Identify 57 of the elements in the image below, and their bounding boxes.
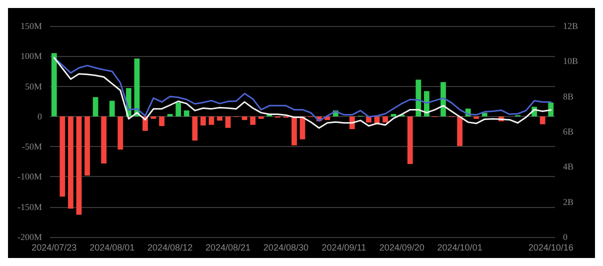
x-tick-label: 2024/08/01 <box>90 242 135 252</box>
bar <box>457 116 462 146</box>
bar <box>382 116 388 122</box>
bar <box>159 116 164 126</box>
bar <box>540 116 546 124</box>
bar <box>548 102 554 116</box>
bar <box>407 116 413 164</box>
y-tick-label: -200M <box>18 232 42 242</box>
y2-tick-label: 2B <box>563 196 574 207</box>
bar <box>292 116 297 146</box>
y2-tick-label: 8B <box>563 91 574 102</box>
bar <box>258 116 264 119</box>
bar <box>68 116 74 209</box>
bar <box>200 116 206 126</box>
bar <box>416 80 422 116</box>
x-tick-label: 2024/08/21 <box>205 242 251 252</box>
bar <box>176 102 182 116</box>
x-tick-label: 2024/09/11 <box>322 242 366 252</box>
y2-tick-label: 4B <box>563 162 574 172</box>
y-tick-label: 0 <box>38 111 42 122</box>
y2-tick-label: 0 <box>563 232 568 242</box>
x-tick-label: 2024/08/30 <box>263 242 308 252</box>
bar <box>92 97 98 116</box>
bar <box>101 116 106 164</box>
bar <box>440 82 446 116</box>
x-tick-label: 2024/10/01 <box>437 242 482 252</box>
bar <box>60 116 66 197</box>
x-tick-label: 2024/08/12 <box>148 242 193 252</box>
y2-tick-label: 10B <box>563 56 578 66</box>
y-tick-label: -150M <box>18 202 42 212</box>
bar <box>51 53 57 116</box>
y2-tick-label: 6B <box>563 126 574 136</box>
bar <box>184 110 190 116</box>
bar <box>208 116 214 125</box>
y-tick-label: 150M <box>20 21 42 31</box>
x-tick-label: 2024/07/23 <box>32 242 77 252</box>
x-tick-label: 2024/09/20 <box>379 242 424 252</box>
bar <box>225 116 231 128</box>
bar <box>366 116 372 122</box>
bar <box>474 116 480 119</box>
y-tick-label: -50M <box>22 142 42 152</box>
bar <box>76 116 82 215</box>
x-tick-label: 2024/10/16 <box>528 242 574 252</box>
y-tick-label: 100M <box>20 51 42 62</box>
bar <box>109 100 115 116</box>
bar <box>250 116 256 125</box>
bar <box>482 112 488 116</box>
bar <box>84 116 90 176</box>
y-tick-label: 50M <box>24 81 42 92</box>
bar <box>150 116 156 119</box>
bar <box>134 58 140 116</box>
bar <box>192 116 198 141</box>
bar <box>242 116 248 120</box>
y2-tick-label: 12B <box>563 21 578 31</box>
bar <box>217 116 222 121</box>
y-tick-label: -100M <box>18 172 42 182</box>
bar <box>118 116 124 150</box>
